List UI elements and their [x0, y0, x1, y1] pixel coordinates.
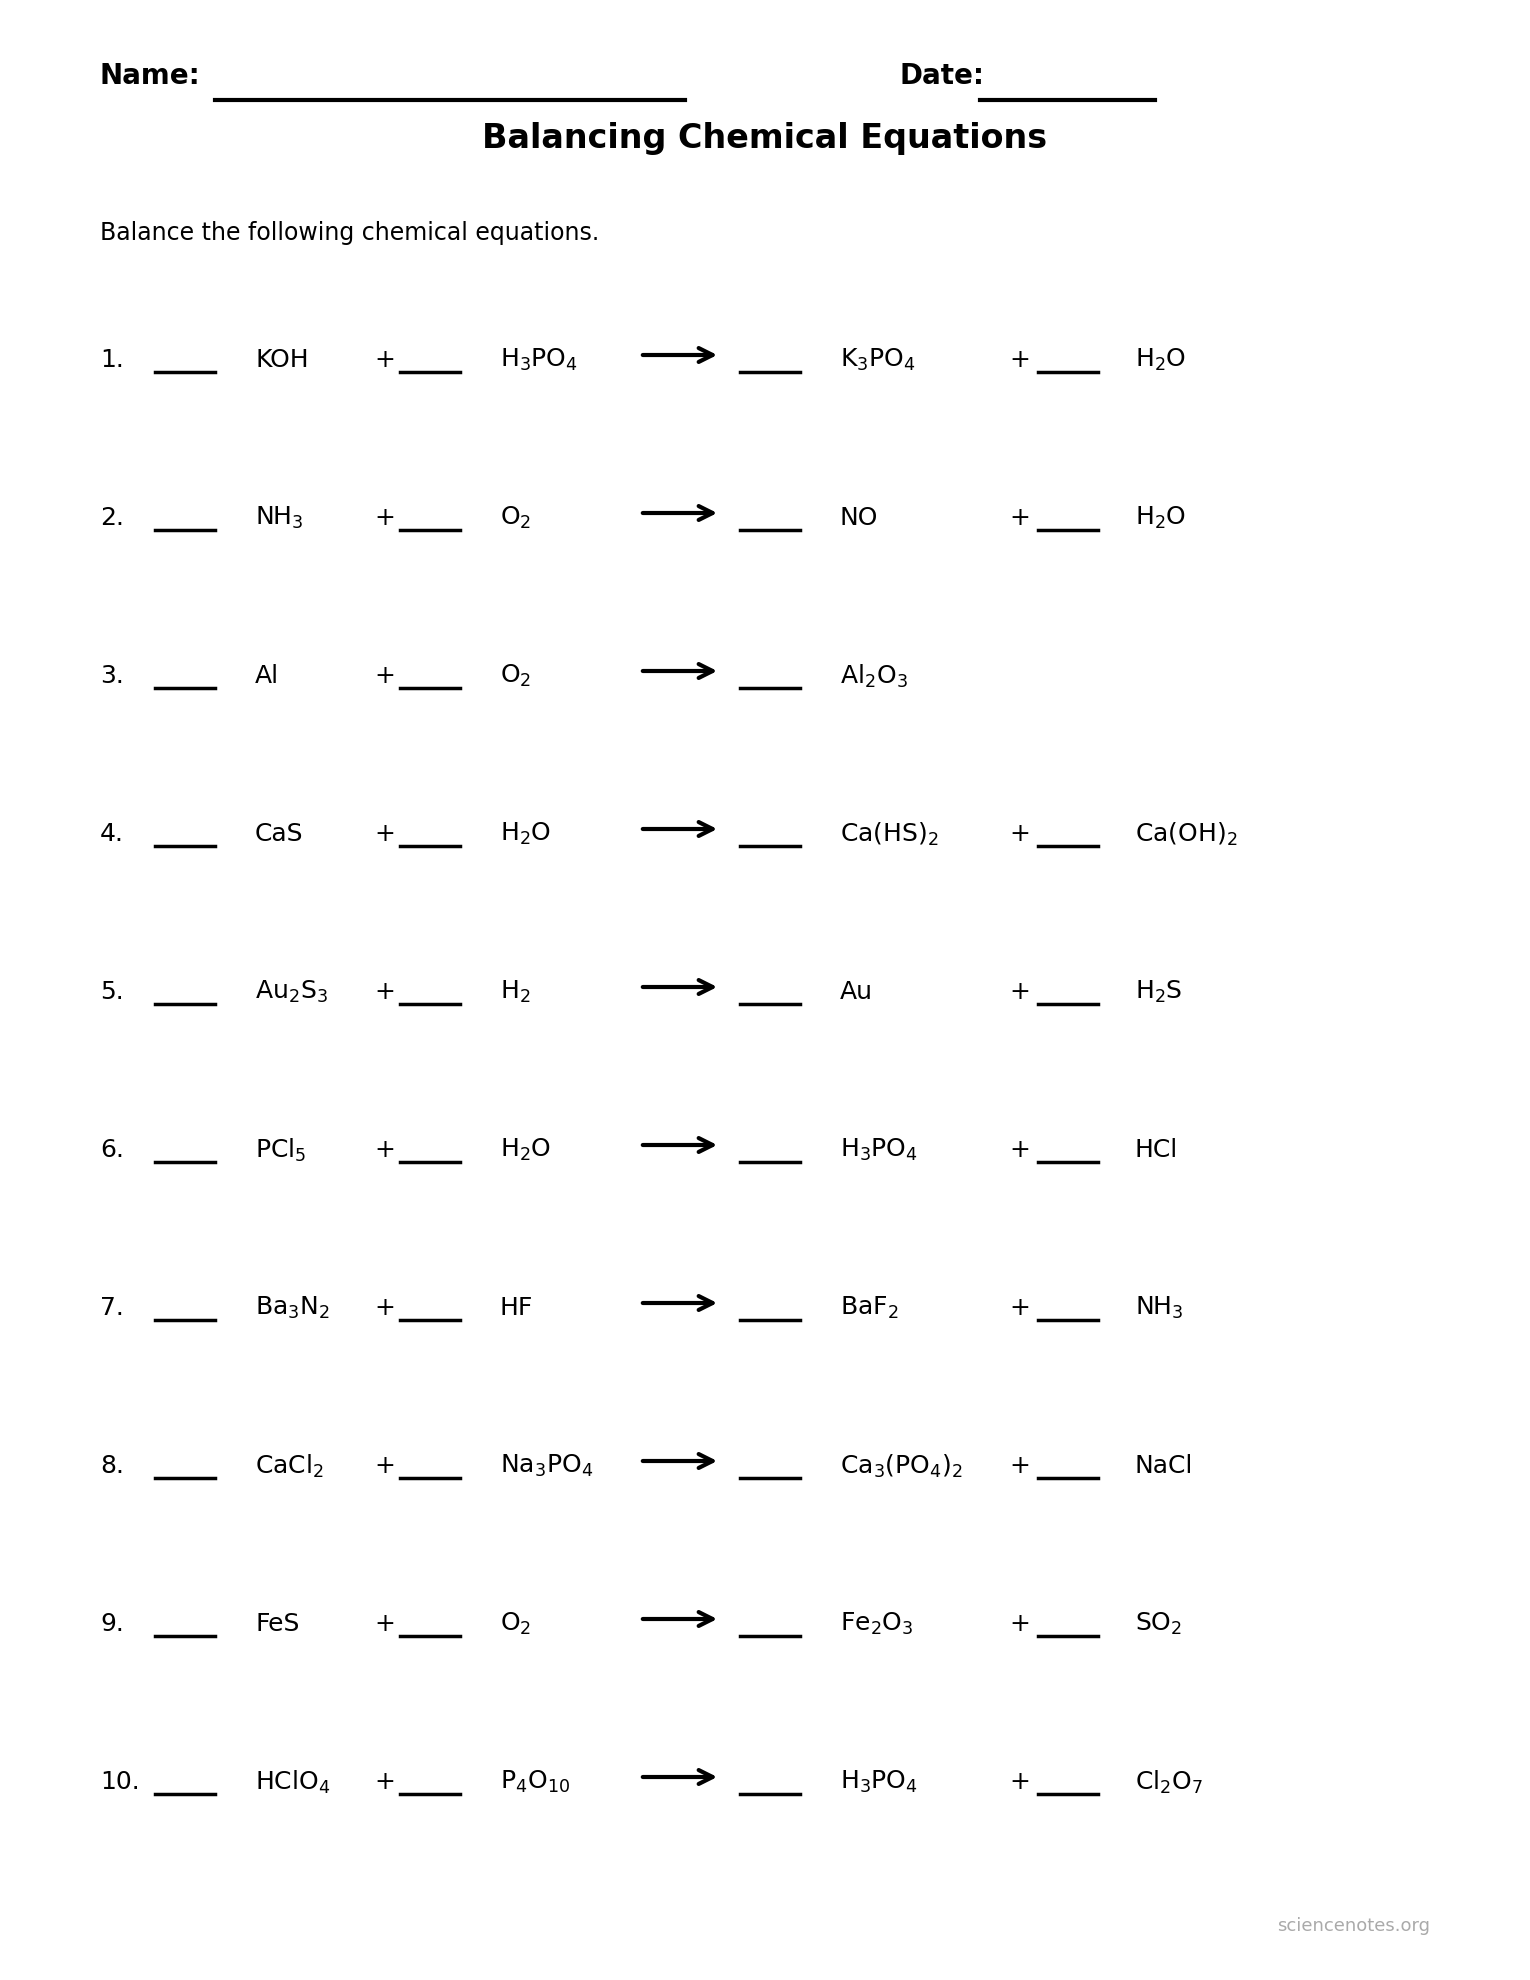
Text: +: +	[1010, 1297, 1030, 1321]
Text: Al: Al	[256, 663, 278, 687]
Text: +: +	[375, 663, 395, 687]
Text: BaF$_2$: BaF$_2$	[840, 1295, 898, 1321]
Text: 2.: 2.	[99, 507, 124, 531]
Text: H$_2$O: H$_2$O	[500, 1137, 551, 1162]
Text: 4.: 4.	[99, 822, 124, 845]
Text: Cl$_2$O$_7$: Cl$_2$O$_7$	[1135, 1768, 1203, 1796]
Text: +: +	[1010, 1138, 1030, 1162]
Text: 6.: 6.	[99, 1138, 124, 1162]
Text: CaCl$_2$: CaCl$_2$	[256, 1453, 324, 1479]
Text: O$_2$: O$_2$	[500, 1612, 531, 1637]
Text: H$_2$O: H$_2$O	[500, 822, 551, 847]
Text: CaS: CaS	[256, 822, 303, 845]
Text: Ba$_3$N$_2$: Ba$_3$N$_2$	[256, 1295, 330, 1321]
Text: +: +	[375, 348, 395, 372]
Text: 7.: 7.	[99, 1297, 124, 1321]
Text: HF: HF	[500, 1297, 534, 1321]
Text: NH$_3$: NH$_3$	[1135, 1295, 1184, 1321]
Text: 3.: 3.	[99, 663, 124, 687]
Text: KOH: KOH	[256, 348, 309, 372]
Text: FeS: FeS	[256, 1612, 300, 1635]
Text: NO: NO	[840, 507, 878, 531]
Text: Date:: Date:	[900, 61, 985, 89]
Text: H$_2$O: H$_2$O	[1135, 346, 1186, 372]
Text: 10.: 10.	[99, 1770, 139, 1794]
Text: +: +	[1010, 980, 1030, 1004]
Text: Fe$_2$O$_3$: Fe$_2$O$_3$	[840, 1612, 913, 1637]
Text: +: +	[375, 1138, 395, 1162]
Text: Ca(OH)$_2$: Ca(OH)$_2$	[1135, 820, 1238, 847]
Text: PCl$_5$: PCl$_5$	[256, 1137, 306, 1164]
Text: 9.: 9.	[99, 1612, 124, 1635]
Text: Name:: Name:	[99, 61, 200, 89]
Text: Balancing Chemical Equations: Balancing Chemical Equations	[482, 123, 1048, 154]
Text: Au$_2$S$_3$: Au$_2$S$_3$	[256, 978, 327, 1006]
Text: SO$_2$: SO$_2$	[1135, 1612, 1183, 1637]
Text: K$_3$PO$_4$: K$_3$PO$_4$	[840, 346, 915, 372]
Text: +: +	[1010, 348, 1030, 372]
Text: +: +	[375, 822, 395, 845]
Text: H$_2$: H$_2$	[500, 978, 531, 1006]
Text: +: +	[1010, 1770, 1030, 1794]
Text: H$_2$O: H$_2$O	[1135, 505, 1186, 531]
Text: HCl: HCl	[1135, 1138, 1178, 1162]
Text: H$_3$PO$_4$: H$_3$PO$_4$	[840, 1768, 918, 1796]
Text: H$_3$PO$_4$: H$_3$PO$_4$	[500, 346, 578, 372]
Text: Al$_2$O$_3$: Al$_2$O$_3$	[840, 663, 907, 689]
Text: NaCl: NaCl	[1135, 1453, 1193, 1477]
Text: sciencenotes.org: sciencenotes.org	[1278, 1917, 1431, 1934]
Text: +: +	[375, 1453, 395, 1477]
Text: +: +	[375, 980, 395, 1004]
Text: P$_4$O$_{10}$: P$_4$O$_{10}$	[500, 1768, 571, 1796]
Text: HClO$_4$: HClO$_4$	[256, 1768, 330, 1796]
Text: 5.: 5.	[99, 980, 124, 1004]
Text: Balance the following chemical equations.: Balance the following chemical equations…	[99, 222, 600, 246]
Text: O$_2$: O$_2$	[500, 663, 531, 689]
Text: H$_2$S: H$_2$S	[1135, 978, 1183, 1006]
Text: Ca$_3$(PO$_4$)$_2$: Ca$_3$(PO$_4$)$_2$	[840, 1453, 962, 1479]
Text: +: +	[1010, 822, 1030, 845]
Text: O$_2$: O$_2$	[500, 505, 531, 531]
Text: +: +	[1010, 1612, 1030, 1635]
Text: Ca(HS)$_2$: Ca(HS)$_2$	[840, 820, 938, 847]
Text: +: +	[375, 1297, 395, 1321]
Text: H$_3$PO$_4$: H$_3$PO$_4$	[840, 1137, 918, 1162]
Text: Na$_3$PO$_4$: Na$_3$PO$_4$	[500, 1453, 594, 1479]
Text: +: +	[1010, 507, 1030, 531]
Text: 8.: 8.	[99, 1453, 124, 1477]
Text: +: +	[375, 1612, 395, 1635]
Text: +: +	[375, 507, 395, 531]
Text: Au: Au	[840, 980, 874, 1004]
Text: +: +	[1010, 1453, 1030, 1477]
Text: +: +	[375, 1770, 395, 1794]
Text: 1.: 1.	[99, 348, 124, 372]
Text: NH$_3$: NH$_3$	[256, 505, 303, 531]
